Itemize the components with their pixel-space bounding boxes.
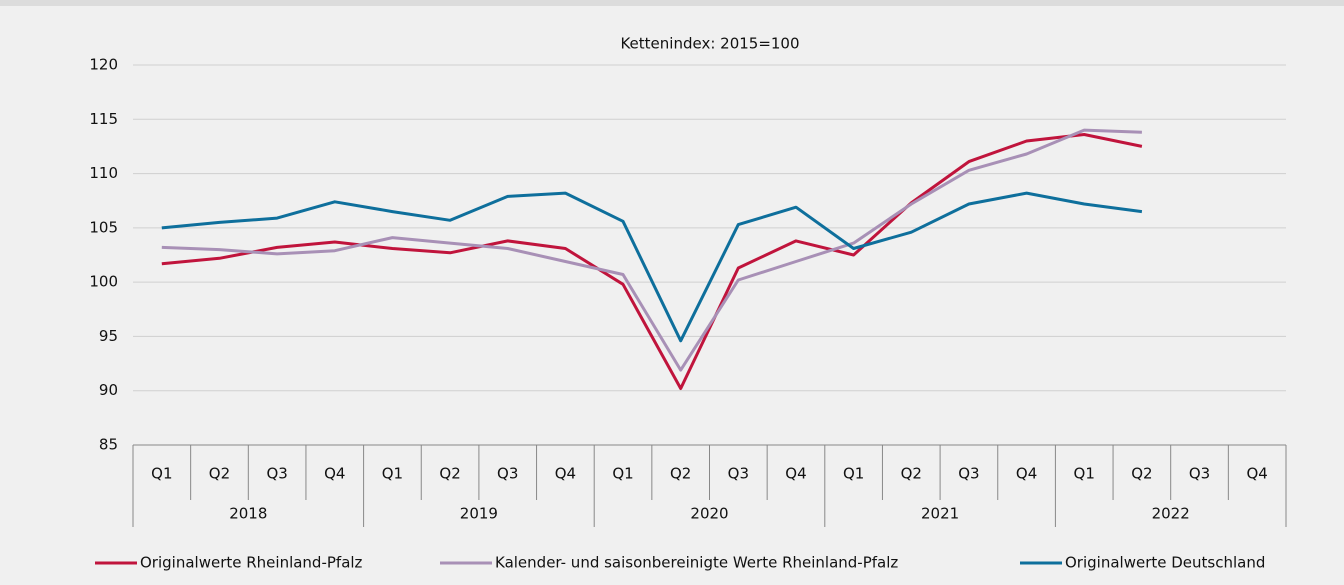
x-tick-label: Q4 — [555, 465, 576, 483]
series-line — [161, 133, 1143, 390]
x-tick-label: Q2 — [901, 465, 922, 483]
x-tick-label: Q1 — [151, 465, 172, 483]
x-tick-label: Q2 — [439, 465, 460, 483]
y-tick-label: 105 — [89, 218, 118, 236]
top-strip — [0, 0, 1344, 6]
x-tick-label: Q1 — [382, 465, 403, 483]
x-group-label: 2018 — [229, 505, 267, 523]
legend-label: Kalender- und saisonbereinigte Werte Rhe… — [495, 554, 898, 572]
y-tick-label: 110 — [89, 164, 118, 182]
y-tick-label: 90 — [99, 381, 118, 399]
x-tick-label: Q1 — [843, 465, 864, 483]
x-group-label: 2020 — [690, 505, 728, 523]
x-tick-label: Q2 — [209, 465, 230, 483]
legend-label: Originalwerte Rheinland-Pfalz — [140, 554, 363, 572]
x-tick-label: Q2 — [1131, 465, 1152, 483]
x-tick-label: Q4 — [785, 465, 806, 483]
y-tick-label: 85 — [99, 436, 118, 454]
y-tick-label: 95 — [99, 327, 118, 345]
x-tick-label: Q3 — [728, 465, 749, 483]
x-tick-label: Q1 — [612, 465, 633, 483]
y-tick-label: 100 — [89, 273, 118, 291]
x-tick-label: Q4 — [1246, 465, 1267, 483]
x-tick-label: Q4 — [1016, 465, 1037, 483]
series-line — [161, 128, 1142, 372]
x-tick-label: Q2 — [670, 465, 691, 483]
x-tick-label: Q4 — [324, 465, 345, 483]
x-tick-label: Q3 — [266, 465, 287, 483]
x-tick-label: Q3 — [497, 465, 518, 483]
x-group-label: 2021 — [921, 505, 959, 523]
series-line — [161, 191, 1143, 343]
y-tick-label: 115 — [89, 110, 118, 128]
x-group-label: 2019 — [460, 505, 498, 523]
y-tick-label: 120 — [89, 56, 118, 74]
x-tick-label: Q3 — [958, 465, 979, 483]
legend-label: Originalwerte Deutschland — [1065, 554, 1265, 572]
x-group-label: 2022 — [1152, 505, 1190, 523]
background — [0, 6, 1344, 585]
x-tick-label: Q1 — [1074, 465, 1095, 483]
x-tick-label: Q3 — [1189, 465, 1210, 483]
chart-title: Kettenindex: 2015=100 — [620, 35, 799, 53]
